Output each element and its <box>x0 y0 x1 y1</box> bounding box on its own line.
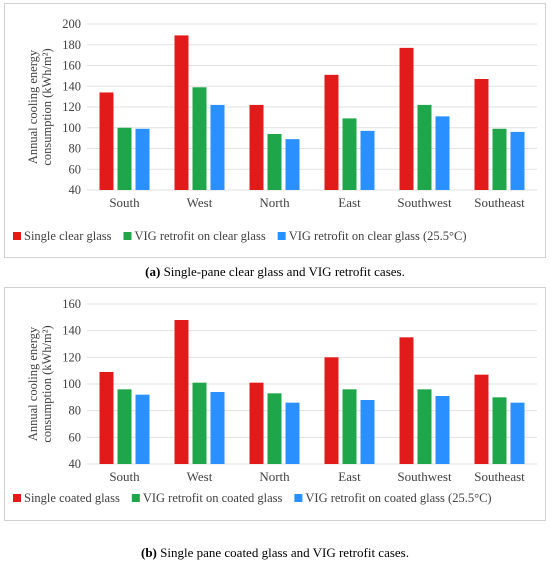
chart-panel-b: 40 60 80 100 120 140 160 Annual cooling energyc… <box>4 287 546 521</box>
y-tick-label: 60 <box>69 430 82 444</box>
bar-southwest-series-1 <box>399 47 414 190</box>
x-tick-label: North <box>259 195 290 210</box>
legend-label: VIG retrofit on clear glass (25.5°C) <box>289 229 467 243</box>
y-tick-label: 60 <box>69 162 82 176</box>
bar-south-series-3 <box>135 394 150 464</box>
bar-south-series-2 <box>117 127 132 190</box>
bar-north-series-2 <box>267 133 282 190</box>
bar-southwest-series-2 <box>417 389 432 464</box>
legend-swatch <box>277 232 286 240</box>
bar-west-series-3 <box>210 392 225 464</box>
legend-swatch <box>123 232 132 240</box>
x-tick-label: Southwest <box>397 469 452 484</box>
bar-southwest-series-3 <box>435 116 450 190</box>
y-tick-label: 40 <box>69 457 82 471</box>
chart-a: 40 60 80 100 120 140 160 180 200 Annual cooling e… <box>13 17 537 243</box>
caption-b-label: (b) <box>141 545 157 560</box>
caption-b-text: Single pane coated glass and VIG retrofi… <box>156 545 409 560</box>
legend-swatch <box>294 494 303 502</box>
y-tick-label: 180 <box>62 38 81 52</box>
bar-south-series-3 <box>135 128 150 190</box>
legend-label: VIG retrofit on clear glass <box>134 229 265 243</box>
x-tick-label: East <box>338 195 361 210</box>
x-tick-label: East <box>338 469 361 484</box>
y-tick-label: 160 <box>62 59 81 73</box>
y-tick-label: 140 <box>62 324 81 338</box>
bar-east-series-1 <box>324 357 339 464</box>
bar-west-series-2 <box>192 87 207 190</box>
bar-north-series-2 <box>267 393 282 464</box>
bar-east-series-2 <box>342 118 357 190</box>
bar-west-series-2 <box>192 382 207 464</box>
bar-south-series-1 <box>99 92 114 190</box>
y-tick-label: 140 <box>62 79 81 93</box>
bar-west-series-1 <box>174 35 189 190</box>
bar-south-series-1 <box>99 372 114 464</box>
chart-panel-a: 40 60 80 100 120 140 160 180 200 Annual cooling e… <box>4 3 546 258</box>
y-tick-label: 120 <box>62 100 81 114</box>
bar-west-series-3 <box>210 104 225 190</box>
legend-label: Single clear glass <box>24 229 112 243</box>
y-axis-label: Annual cooling energyconsumption (kWh/m²… <box>26 325 54 442</box>
bar-southwest-series-1 <box>399 337 414 464</box>
legend-swatch <box>13 494 21 502</box>
bar-south-series-2 <box>117 389 132 464</box>
bar-east-series-2 <box>342 389 357 464</box>
bar-southeast-series-3 <box>510 402 525 464</box>
bar-east-series-1 <box>324 74 339 190</box>
caption-a-text: Single-pane clear glass and VIG retrofit… <box>160 264 405 279</box>
x-tick-label: West <box>187 195 213 210</box>
bar-north-series-3 <box>285 139 300 190</box>
x-tick-label: Southwest <box>397 195 452 210</box>
y-tick-label: 100 <box>62 377 81 391</box>
bar-southeast-series-2 <box>492 397 507 464</box>
y-tick-label: 40 <box>69 183 82 197</box>
caption-a-label: (a) <box>145 264 161 279</box>
bar-southeast-series-1 <box>474 78 489 190</box>
x-tick-label: South <box>109 195 140 210</box>
bar-west-series-1 <box>174 320 189 464</box>
y-tick-label: 160 <box>62 297 81 311</box>
legend-swatch <box>131 494 140 502</box>
bar-southeast-series-1 <box>474 374 489 464</box>
y-tick-label: 100 <box>62 121 81 135</box>
y-tick-label: 80 <box>69 142 82 156</box>
bar-southwest-series-2 <box>417 104 432 190</box>
x-tick-label: Southeast <box>474 195 525 210</box>
bar-southwest-series-3 <box>435 396 450 464</box>
legend-label: Single coated glass <box>24 491 120 505</box>
x-tick-label: South <box>109 469 140 484</box>
caption-b: (b) Single pane coated glass and VIG ret… <box>0 545 550 561</box>
x-tick-label: Southeast <box>474 469 525 484</box>
bar-north-series-1 <box>249 382 264 464</box>
y-tick-label: 120 <box>62 350 81 364</box>
x-tick-label: West <box>187 469 213 484</box>
bar-southeast-series-3 <box>510 131 525 190</box>
y-tick-label: 80 <box>69 404 82 418</box>
y-tick-label: 200 <box>62 17 81 31</box>
legend-swatch <box>13 232 21 240</box>
caption-a: (a) Single-pane clear glass and VIG retr… <box>0 264 550 280</box>
legend-label: VIG retrofit on coated glass (25.5°C) <box>305 491 491 505</box>
bar-southeast-series-2 <box>492 128 507 190</box>
y-axis-label: Annual cooling energyconsumption (kWh/m²… <box>26 48 54 165</box>
bar-north-series-1 <box>249 104 264 190</box>
x-tick-label: North <box>259 469 290 484</box>
legend-label: VIG retrofit on coated glass <box>143 491 283 505</box>
bar-east-series-3 <box>360 130 375 190</box>
bar-north-series-3 <box>285 402 300 464</box>
bar-east-series-3 <box>360 400 375 464</box>
chart-b: 40 60 80 100 120 140 160 Annual cooling energyc… <box>13 297 537 505</box>
